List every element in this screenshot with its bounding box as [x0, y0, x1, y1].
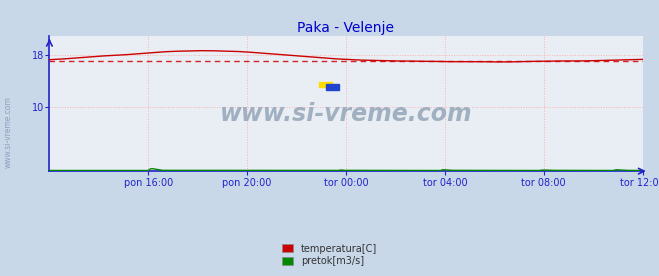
Text: www.si-vreme.com: www.si-vreme.com: [3, 97, 13, 168]
Legend: temperatura[C], pretok[m3/s]: temperatura[C], pretok[m3/s]: [279, 242, 380, 268]
Bar: [320, 82, 332, 87]
Text: www.si-vreme.com: www.si-vreme.com: [219, 102, 473, 126]
Bar: [326, 84, 339, 90]
Title: Paka - Velenje: Paka - Velenje: [297, 21, 395, 35]
